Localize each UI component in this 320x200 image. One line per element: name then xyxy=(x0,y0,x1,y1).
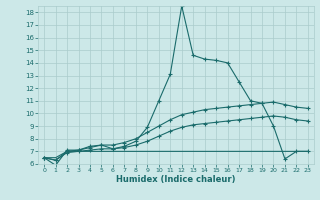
X-axis label: Humidex (Indice chaleur): Humidex (Indice chaleur) xyxy=(116,175,236,184)
